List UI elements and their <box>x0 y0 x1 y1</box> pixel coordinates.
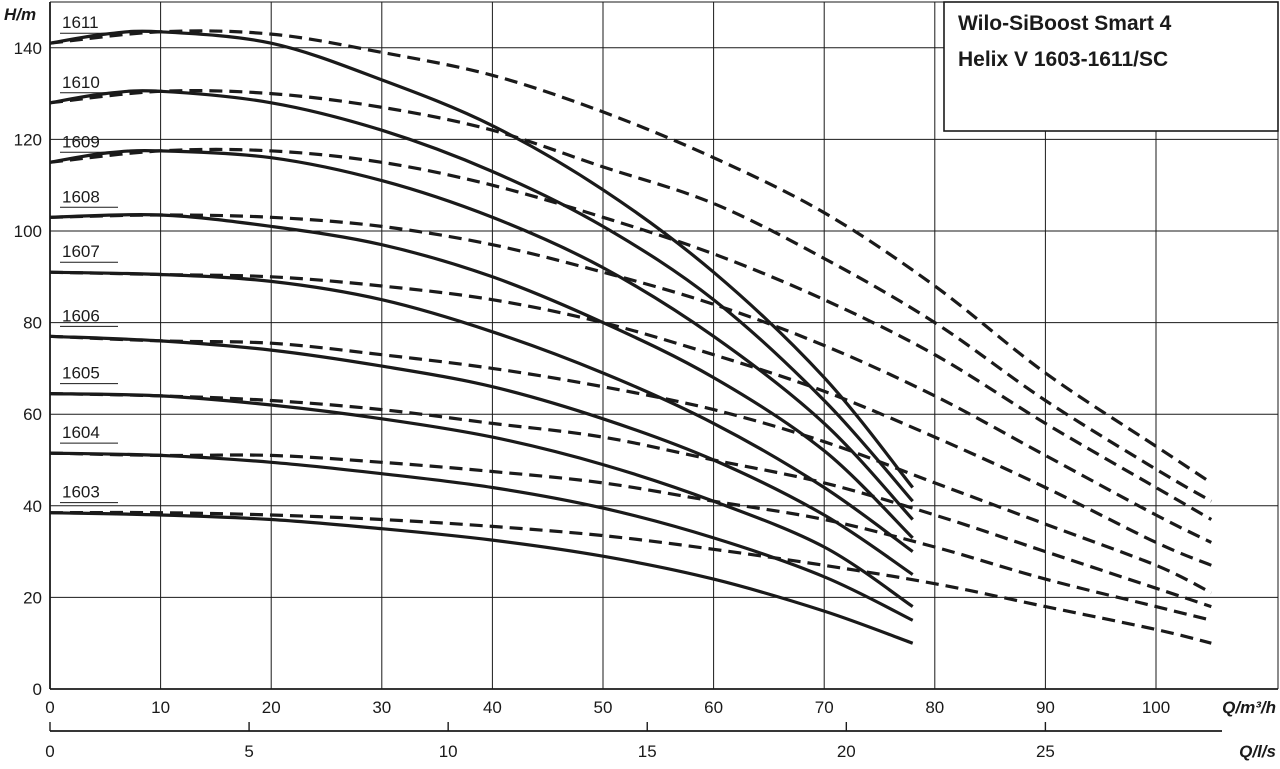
y-tick-label: 0 <box>33 680 42 699</box>
x-tick-label: 100 <box>1142 698 1170 717</box>
curve-label-1606: 1606 <box>62 306 100 325</box>
curve-1608-solid <box>49 212 914 540</box>
curve-1603-solid <box>49 511 914 645</box>
curve-1606-dashed <box>49 334 1213 595</box>
y-tick-label: 40 <box>23 497 42 516</box>
curve-1610-solid <box>49 89 914 503</box>
title-box: Wilo-SiBoost Smart 4 Helix V 1603-1611/S… <box>943 1 1279 132</box>
curve-1609-solid <box>49 149 914 521</box>
x-tick-label: 80 <box>925 698 944 717</box>
curve-label-1609: 1609 <box>62 132 100 151</box>
x2-tick-label: 15 <box>638 742 657 761</box>
curve-label-1608: 1608 <box>62 187 100 206</box>
curve-label-1604: 1604 <box>62 423 100 442</box>
x-tick-label: 70 <box>815 698 834 717</box>
curve-label-1603: 1603 <box>62 483 100 502</box>
x-tick-label: 90 <box>1036 698 1055 717</box>
x2-tick-label: 20 <box>837 742 856 761</box>
x-tick-label: 20 <box>262 698 281 717</box>
x2-axis-label: Q/l/s <box>1239 742 1276 761</box>
x2-tick-label: 10 <box>439 742 458 761</box>
x2-tick-label: 0 <box>45 742 54 761</box>
curve-label-1610: 1610 <box>62 73 100 92</box>
curve-1606-solid <box>49 334 914 576</box>
curve-1604-dashed <box>49 451 1212 622</box>
x-tick-label: 60 <box>704 698 723 717</box>
y-axis-label: H/m <box>4 5 36 24</box>
x-axis-label: Q/m³/h <box>1222 698 1276 717</box>
curve-1603-dashed <box>49 510 1212 645</box>
curve-1609-dashed <box>49 147 1213 521</box>
curve-1611-dashed <box>49 29 1213 485</box>
title-line-1: Wilo-SiBoost Smart 4 <box>958 12 1172 35</box>
curve-1604-solid <box>49 451 914 622</box>
y-tick-label: 100 <box>14 222 42 241</box>
curve-1607-dashed <box>49 270 1212 567</box>
curve-labels: 1611 1610 1609 1608 1607 1606 1605 1604 1603 <box>60 13 118 504</box>
curve-label-1611: 1611 <box>62 13 99 32</box>
curve-1610-dashed <box>49 89 1213 503</box>
curve-1608-dashed <box>49 213 1213 544</box>
y-tick-label: 80 <box>23 314 42 333</box>
title-frame <box>943 1 1279 132</box>
curve-1611-solid <box>49 29 914 489</box>
curve-1607-solid <box>49 270 914 553</box>
curve-1605-dashed <box>49 392 1212 609</box>
axes: 0 10 20 30 40 50 60 70 80 90 100020406080100120140… <box>14 2 1278 761</box>
x-tick-label: 40 <box>483 698 502 717</box>
title-line-2: Helix V 1603-1611/SC <box>958 48 1168 71</box>
curve-label-1607: 1607 <box>62 242 100 261</box>
x-tick-label: 50 <box>594 698 613 717</box>
x2-tick-label: 5 <box>244 742 253 761</box>
x2-tick-label: 25 <box>1036 742 1055 761</box>
y-tick-label: 60 <box>23 405 42 424</box>
curve-label-1605: 1605 <box>62 364 100 383</box>
pump-curves <box>49 29 1213 645</box>
x-tick-label: 0 <box>45 698 54 717</box>
x-tick-label: 30 <box>372 698 391 717</box>
curve-1605-solid <box>49 392 914 608</box>
y-tick-label: 120 <box>14 130 42 149</box>
y-tick-label: 140 <box>14 39 42 58</box>
x-tick-label: 10 <box>151 698 170 717</box>
y-tick-label: 20 <box>23 588 42 607</box>
